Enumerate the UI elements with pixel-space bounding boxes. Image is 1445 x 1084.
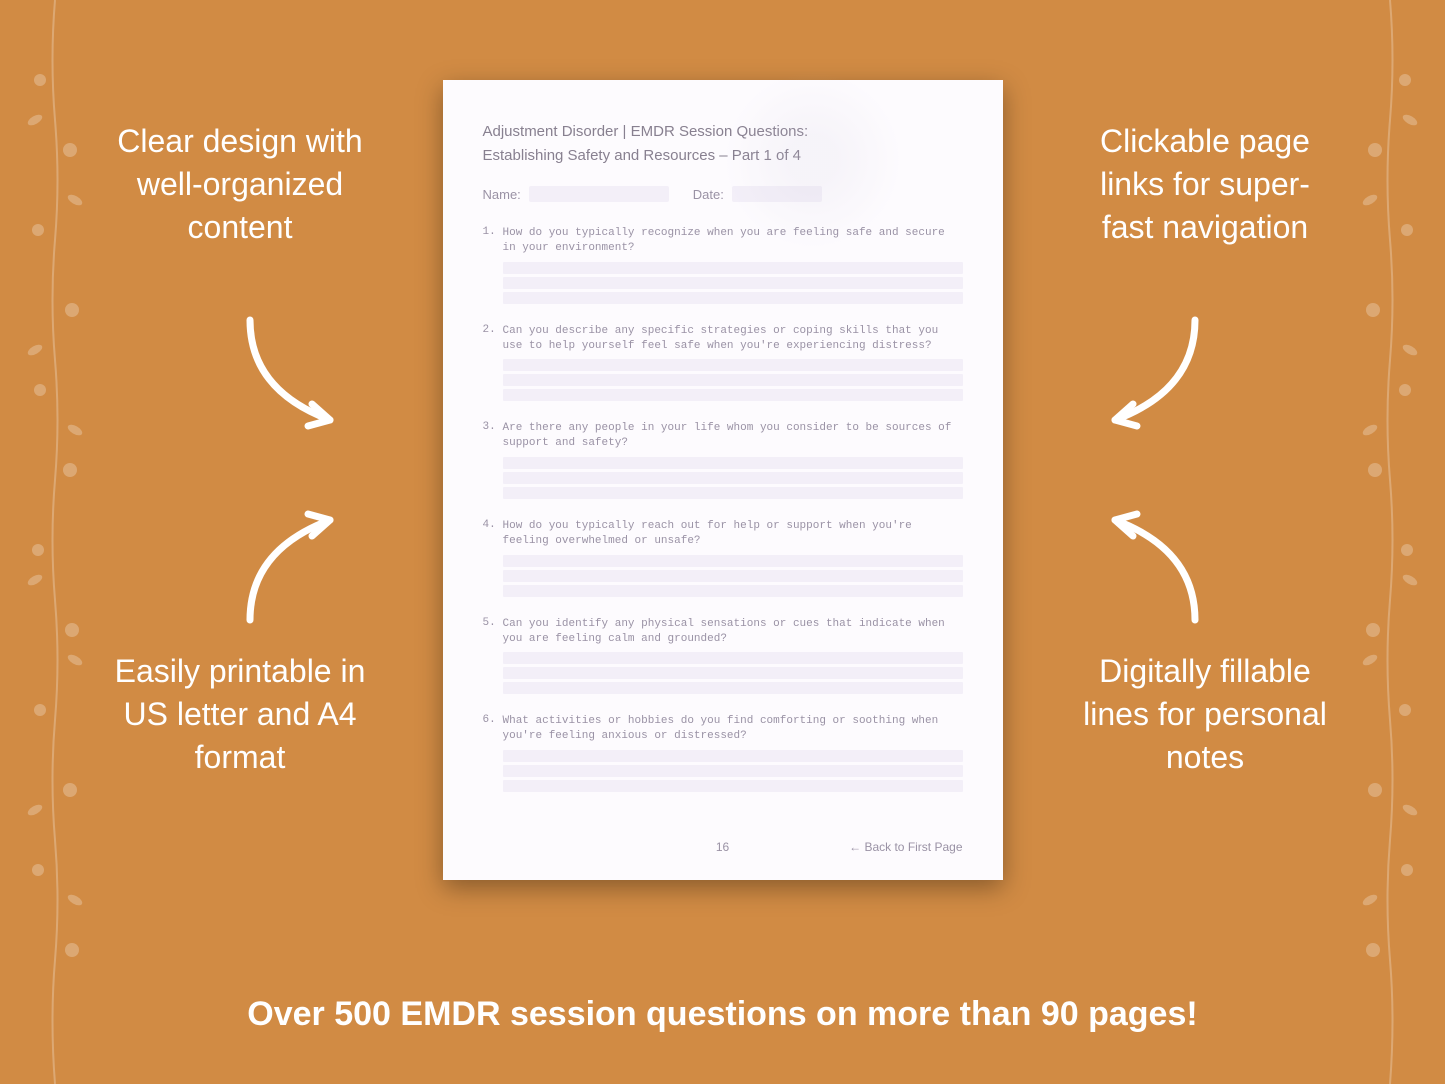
question-item: 1.How do you typically recognize when yo…	[483, 226, 963, 304]
page-title: Adjustment Disorder | EMDR Session Quest…	[483, 120, 963, 168]
page-number: 16	[716, 840, 729, 854]
answer-line[interactable]	[503, 457, 963, 469]
meta-row: Name: Date:	[483, 186, 963, 202]
answer-line[interactable]	[503, 374, 963, 386]
vine-right-decoration	[1345, 0, 1435, 1084]
question-number: 1.	[483, 226, 497, 256]
question-item: 4.How do you typically reach out for hel…	[483, 519, 963, 597]
arrow-top-left-icon	[230, 300, 370, 440]
answer-line[interactable]	[503, 585, 963, 597]
question-text: Are there any people in your life whom y…	[503, 421, 963, 451]
page-title-line1: Adjustment Disorder | EMDR Session Quest…	[483, 120, 963, 144]
answer-line[interactable]	[503, 667, 963, 679]
answer-lines	[503, 750, 963, 792]
answer-line[interactable]	[503, 292, 963, 304]
callout-top-right: Clickable page links for super-fast navi…	[1075, 120, 1335, 250]
answer-line[interactable]	[503, 765, 963, 777]
question-number: 6.	[483, 714, 497, 744]
arrow-bottom-right-icon	[1075, 500, 1215, 640]
answer-line[interactable]	[503, 682, 963, 694]
answer-line[interactable]	[503, 262, 963, 274]
question-text: Can you identify any physical sensations…	[503, 617, 963, 647]
date-field-group: Date:	[693, 186, 822, 202]
question-text: Can you describe any specific strategies…	[503, 324, 963, 354]
answer-line[interactable]	[503, 780, 963, 792]
question-text: How do you typically recognize when you …	[503, 226, 963, 256]
callout-top-left: Clear design with well-organized content	[110, 120, 370, 250]
callout-bottom-right: Digitally fillable lines for personal no…	[1075, 650, 1335, 780]
answer-lines	[503, 652, 963, 694]
name-label: Name:	[483, 187, 521, 202]
answer-line[interactable]	[503, 277, 963, 289]
name-field-group: Name:	[483, 186, 669, 202]
question-item: 3.Are there any people in your life whom…	[483, 421, 963, 499]
question-number: 5.	[483, 617, 497, 647]
answer-line[interactable]	[503, 570, 963, 582]
back-to-first-link[interactable]: ← Back to First Page	[849, 840, 962, 854]
question-item: 6.What activities or hobbies do you find…	[483, 714, 963, 792]
answer-lines	[503, 555, 963, 597]
page-footer: 16 ← Back to First Page	[483, 840, 963, 854]
question-list: 1.How do you typically recognize when yo…	[483, 226, 963, 792]
question-number: 2.	[483, 324, 497, 354]
answer-line[interactable]	[503, 472, 963, 484]
callout-bottom-left: Easily printable in US letter and A4 for…	[110, 650, 370, 780]
question-number: 4.	[483, 519, 497, 549]
bottom-banner: Over 500 EMDR session questions on more …	[0, 995, 1445, 1034]
name-input[interactable]	[529, 186, 669, 202]
question-text: How do you typically reach out for help …	[503, 519, 963, 549]
answer-line[interactable]	[503, 359, 963, 371]
page-title-line2: Establishing Safety and Resources – Part…	[483, 144, 963, 168]
answer-line[interactable]	[503, 652, 963, 664]
worksheet-page: Adjustment Disorder | EMDR Session Quest…	[443, 80, 1003, 880]
question-item: 2.Can you describe any specific strategi…	[483, 324, 963, 402]
arrow-top-right-icon	[1075, 300, 1215, 440]
answer-line[interactable]	[503, 389, 963, 401]
question-number: 3.	[483, 421, 497, 451]
answer-line[interactable]	[503, 487, 963, 499]
date-label: Date:	[693, 187, 724, 202]
answer-lines	[503, 457, 963, 499]
question-item: 5.Can you identify any physical sensatio…	[483, 617, 963, 695]
answer-line[interactable]	[503, 750, 963, 762]
arrow-bottom-left-icon	[230, 500, 370, 640]
date-input[interactable]	[732, 186, 822, 202]
vine-left-decoration	[10, 0, 100, 1084]
answer-line[interactable]	[503, 555, 963, 567]
answer-lines	[503, 262, 963, 304]
answer-lines	[503, 359, 963, 401]
question-text: What activities or hobbies do you find c…	[503, 714, 963, 744]
